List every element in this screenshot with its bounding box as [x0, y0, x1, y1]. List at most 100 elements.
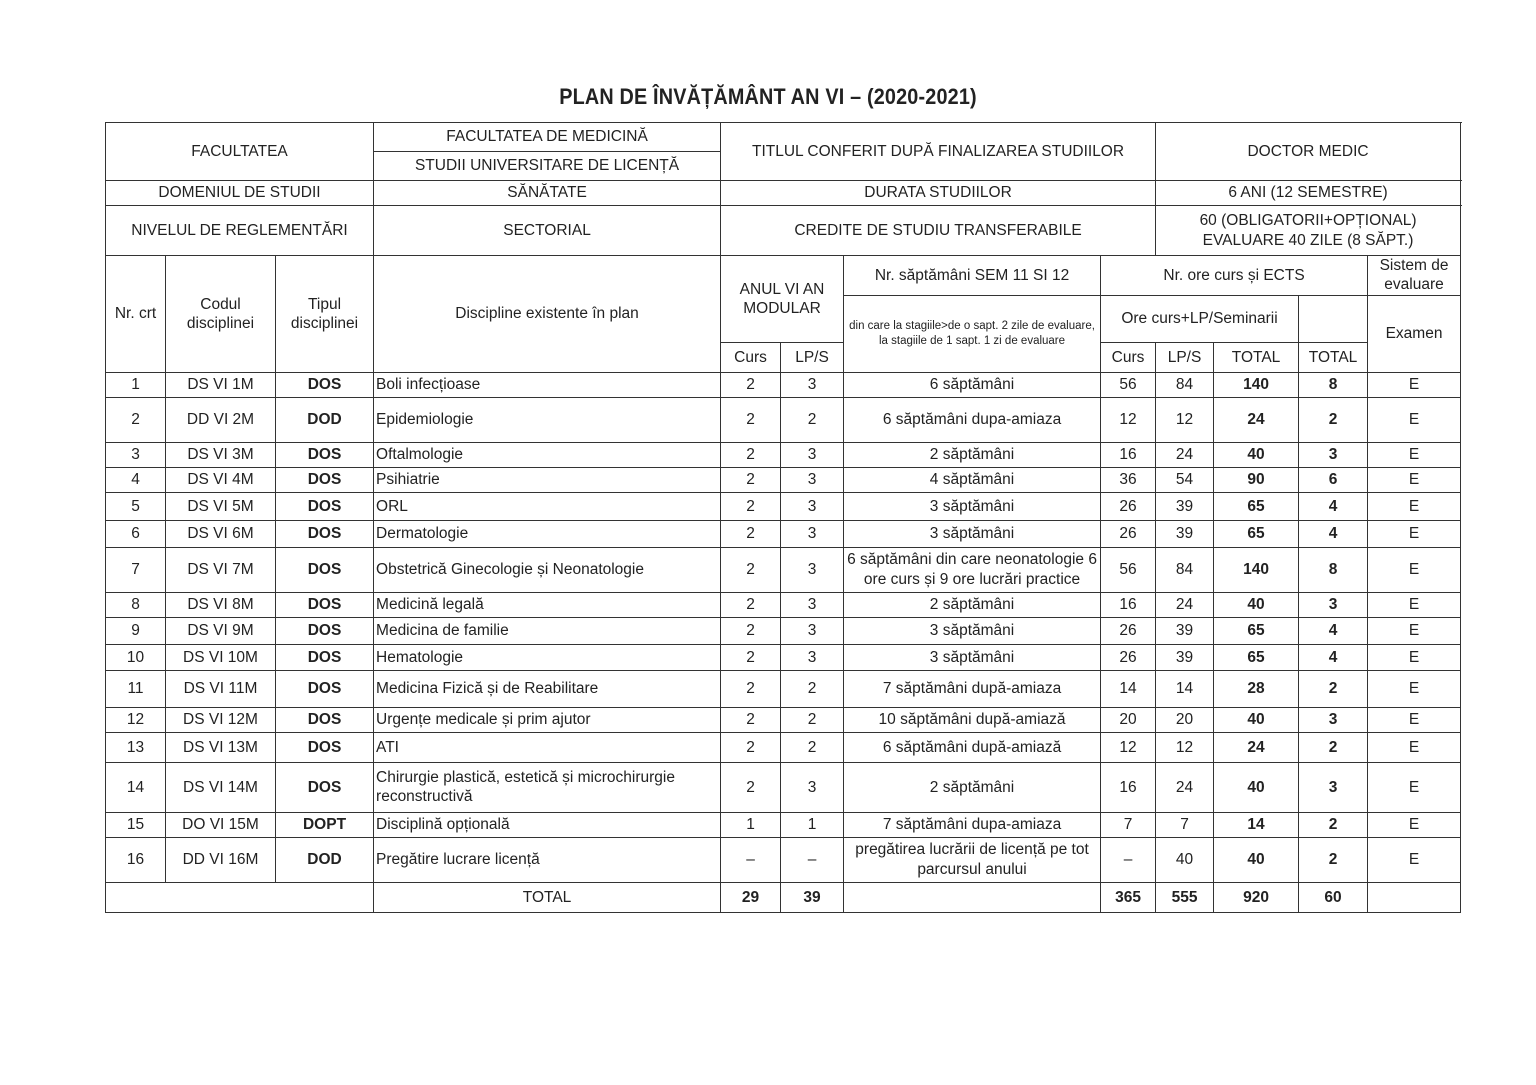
cell-disciplina: Chirurgie plastică, estetică și microchi… — [373, 761, 722, 813]
cell-cod: DD VI 2M — [165, 396, 276, 443]
header-cod: Codul disciplinei — [165, 255, 276, 373]
cell-lps: 3 — [780, 546, 845, 593]
cell-nr: 1 — [105, 371, 166, 398]
nivel-value: SECTORIAL — [373, 205, 722, 256]
cell-saptamani: 2 săptămâni — [843, 761, 1102, 813]
cell-lps: 1 — [780, 811, 845, 838]
cell-ects: 3 — [1298, 441, 1369, 468]
titlu-label: TITLUL CONFERIT DUPĂ FINALIZAREA STUDIIL… — [720, 122, 1157, 181]
total-ore-curs: 365 — [1100, 881, 1157, 913]
durata-value: 6 ANI (12 SEMESTRE) — [1155, 180, 1462, 206]
header-anul: ANUL VI AN MODULAR — [720, 255, 845, 343]
cell-cod: DS VI 10M — [165, 643, 276, 671]
cell-ects: 4 — [1298, 519, 1369, 548]
cell-ore-total: 14 — [1213, 811, 1300, 838]
cell-examen: E — [1367, 371, 1462, 398]
cell-saptamani: pregătirea lucrării de licență pe tot pa… — [843, 836, 1102, 883]
header-nr: Nr. crt — [105, 255, 166, 373]
table-row: 6 DS VI 6M DOS Dermatologie 2 3 3 săptămâni 26 3… — [105, 519, 1462, 548]
cell-tip: DOS — [274, 491, 375, 521]
cell-ore-total: 140 — [1213, 546, 1300, 593]
cell-tip: DOS — [274, 643, 375, 671]
cell-curs: – — [720, 836, 782, 883]
cell-nr: 15 — [105, 811, 166, 838]
cell-cod: DS VI 7M — [165, 546, 276, 593]
cell-curs: 2 — [720, 591, 782, 618]
cell-ore-curs: 26 — [1100, 491, 1157, 521]
table-row: 10 DS VI 10M DOS Hematologie 2 3 3 săptămâni 26… — [105, 643, 1462, 671]
cell-curs: 2 — [720, 546, 782, 593]
cell-nr: 11 — [105, 669, 166, 708]
cell-curs: 2 — [720, 616, 782, 645]
cell-saptamani: 10 săptămâni după-amiază — [843, 706, 1102, 733]
table-row: 5 DS VI 5M DOS ORL 2 3 3 săptămâni 26 39 65 4 E — [105, 491, 1462, 521]
titlu-value: DOCTOR MEDIC — [1155, 122, 1462, 181]
cell-examen: E — [1367, 591, 1462, 618]
cell-ore-total: 40 — [1213, 761, 1300, 813]
nivel-label: NIVELUL DE REGLEMENTĂRI — [104, 205, 375, 256]
cell-curs: 2 — [720, 669, 782, 708]
domeniu-label: DOMENIUL DE STUDII — [104, 180, 375, 206]
cell-curs: 2 — [720, 441, 782, 468]
table-row: 3 DS VI 3M DOS Oftalmologie 2 3 2 săptămâni 16 2… — [105, 441, 1462, 468]
table-row: 14 DS VI 14M DOS Chirurgie plastică, esteti… — [105, 761, 1462, 813]
cell-tip: DOS — [274, 761, 375, 813]
table-row: 16 DD VI 16M DOD Pregătire lucrare licență –… — [105, 836, 1462, 883]
cell-tip: DOS — [274, 466, 375, 493]
cell-examen: E — [1367, 616, 1462, 645]
cell-nr: 13 — [105, 731, 166, 763]
cell-ects: 4 — [1298, 616, 1369, 645]
table-row: 15 DO VI 15M DOPT Disciplină opțională 1 1 7 s… — [105, 811, 1462, 838]
cell-ore-lps: 24 — [1155, 441, 1215, 468]
cell-saptamani: 3 săptămâni — [843, 616, 1102, 645]
cell-saptamani: 6 săptămâni după-amiază — [843, 731, 1102, 763]
cell-ore-curs: 36 — [1100, 466, 1157, 493]
cell-ore-total: 140 — [1213, 371, 1300, 398]
cell-disciplina: Medicină legală — [373, 591, 722, 618]
header-saptamani-note: din care la stagiile>de o sapt. 2 zile d… — [843, 294, 1102, 373]
cell-ore-curs: 12 — [1100, 731, 1157, 763]
total-sapt-blank — [843, 881, 1102, 913]
cell-lps: 2 — [780, 731, 845, 763]
cell-ore-total: 40 — [1213, 591, 1300, 618]
cell-examen: E — [1367, 519, 1462, 548]
total-ore-total: 920 — [1213, 881, 1300, 913]
cell-saptamani: 3 săptămâni — [843, 491, 1102, 521]
cell-disciplina: Psihiatrie — [373, 466, 722, 493]
cell-cod: DS VI 11M — [165, 669, 276, 708]
cell-ects: 2 — [1298, 731, 1369, 763]
cell-ore-curs: – — [1100, 836, 1157, 883]
cell-ore-curs: 26 — [1100, 519, 1157, 548]
header-saptamani: Nr. săptămâni SEM 11 SI 12 — [843, 255, 1102, 296]
cell-disciplina: Disciplină opțională — [373, 811, 722, 838]
cell-ects: 8 — [1298, 371, 1369, 398]
cell-nr: 7 — [105, 546, 166, 593]
cell-cod: DS VI 13M — [165, 731, 276, 763]
cell-curs: 2 — [720, 466, 782, 493]
cell-ore-lps: 39 — [1155, 519, 1215, 548]
cell-examen: E — [1367, 546, 1462, 593]
cell-nr: 4 — [105, 466, 166, 493]
cell-ore-lps: 12 — [1155, 731, 1215, 763]
durata-label: DURATA STUDIILOR — [720, 180, 1157, 206]
header-examen: Examen — [1367, 294, 1462, 373]
cell-lps: 3 — [780, 616, 845, 645]
cell-nr: 3 — [105, 441, 166, 468]
cell-lps: 3 — [780, 371, 845, 398]
header-ore-lps: LP/S — [1155, 341, 1215, 373]
cell-ects: 2 — [1298, 396, 1369, 443]
cell-nr: 9 — [105, 616, 166, 645]
total-ore-lps: 555 — [1155, 881, 1215, 913]
domeniu-value: SĂNĂTATE — [373, 180, 722, 206]
cell-ore-curs: 26 — [1100, 643, 1157, 671]
cell-ects: 3 — [1298, 706, 1369, 733]
cell-cod: DS VI 14M — [165, 761, 276, 813]
total-curs: 29 — [720, 881, 782, 913]
cell-cod: DS VI 8M — [165, 591, 276, 618]
total-blank — [104, 881, 375, 913]
total-lps: 39 — [780, 881, 845, 913]
cell-ore-curs: 26 — [1100, 616, 1157, 645]
cell-curs: 2 — [720, 643, 782, 671]
cell-ects: 4 — [1298, 643, 1369, 671]
cell-saptamani: 3 săptămâni — [843, 643, 1102, 671]
